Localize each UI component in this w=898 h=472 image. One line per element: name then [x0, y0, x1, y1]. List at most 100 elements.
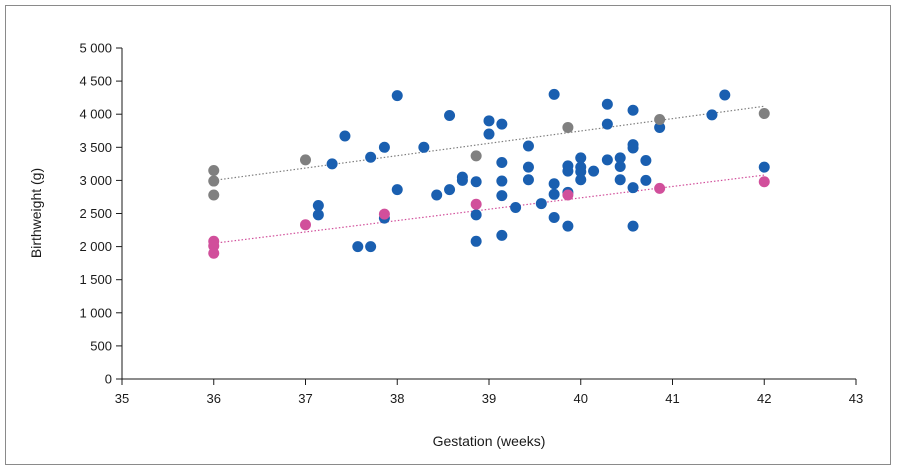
data-point — [208, 189, 220, 201]
data-point — [378, 208, 390, 220]
x-tick-label: 42 — [757, 391, 771, 406]
data-point — [470, 235, 482, 247]
data-point — [470, 176, 482, 188]
trendlines — [213, 105, 765, 244]
data-point — [378, 141, 390, 153]
data-point — [522, 161, 534, 173]
data-point — [640, 174, 652, 186]
data-point — [352, 241, 364, 253]
x-tick-label: 37 — [298, 391, 312, 406]
data-point — [562, 121, 574, 133]
data-point — [548, 211, 560, 223]
x-tick-label: 38 — [390, 391, 404, 406]
data-point — [575, 152, 587, 164]
y-tick-label: 5 000 — [79, 41, 112, 56]
y-tick-label: 3 000 — [79, 173, 112, 188]
data-point — [444, 184, 456, 196]
data-point — [522, 174, 534, 186]
data-point — [601, 154, 613, 166]
data-point — [758, 108, 770, 120]
axes: 35 36 37 38 39 40 41 42 43 0 500 1 000 1 500 2 000 2 5… — [79, 41, 863, 407]
data-point — [496, 118, 508, 130]
data-point — [496, 229, 508, 241]
y-axis-title: Birthweight (g) — [28, 168, 44, 258]
data-point — [575, 174, 587, 186]
x-axis-title: Gestation (weeks) — [433, 433, 546, 449]
data-point — [470, 150, 482, 162]
data-point — [548, 88, 560, 100]
data-point — [431, 189, 443, 201]
data-point — [418, 141, 430, 153]
data-point — [614, 152, 626, 164]
data-point — [640, 155, 652, 167]
data-point — [365, 151, 377, 163]
data-point — [548, 188, 560, 200]
data-point — [522, 140, 534, 152]
data-point — [719, 89, 731, 101]
data-point — [575, 166, 587, 178]
data-points — [208, 88, 770, 259]
data-point — [300, 219, 311, 231]
x-tick-label: 41 — [665, 391, 679, 406]
data-point — [483, 115, 495, 127]
x-tick-label: 40 — [574, 391, 588, 406]
x-tick-label: 35 — [115, 391, 129, 406]
chart-frame — [5, 5, 891, 465]
data-point — [483, 128, 495, 140]
y-tick-label: 2 500 — [79, 206, 112, 221]
data-point — [496, 190, 508, 202]
data-point — [614, 174, 626, 186]
data-point — [391, 90, 403, 102]
data-point — [470, 209, 482, 221]
data-point — [208, 175, 220, 187]
data-point — [758, 176, 770, 188]
data-point — [562, 165, 574, 177]
data-point — [496, 157, 508, 169]
data-point — [548, 178, 560, 190]
data-point — [588, 165, 600, 177]
data-point — [312, 200, 324, 212]
data-point — [627, 104, 639, 116]
data-point — [706, 109, 718, 121]
x-tick-label: 36 — [207, 391, 221, 406]
trendline — [213, 174, 765, 244]
data-point — [654, 121, 666, 133]
x-tick-label: 39 — [482, 391, 496, 406]
y-tick-label: 4 500 — [79, 74, 112, 89]
y-tick-label: 4 000 — [79, 107, 112, 122]
y-tick-label: 1 000 — [79, 305, 112, 320]
data-point — [627, 220, 639, 232]
data-point — [391, 184, 403, 196]
data-point — [562, 220, 574, 232]
data-point — [339, 130, 351, 142]
data-point — [627, 142, 639, 154]
data-point — [601, 118, 613, 130]
data-point — [208, 164, 220, 176]
data-point — [312, 209, 324, 221]
data-point — [365, 241, 377, 253]
y-tick-label: 0 — [105, 372, 112, 387]
data-point — [535, 198, 547, 210]
data-point — [326, 158, 338, 170]
data-point — [456, 174, 468, 186]
data-point — [614, 160, 626, 172]
data-point — [496, 175, 508, 187]
x-tick-label: 43 — [849, 391, 863, 406]
data-point — [654, 113, 666, 125]
y-tick-label: 2 000 — [79, 239, 112, 254]
data-point — [627, 182, 639, 194]
data-point — [562, 189, 574, 201]
data-point — [654, 182, 666, 194]
data-point — [470, 198, 482, 210]
data-point — [758, 161, 770, 173]
data-point — [208, 247, 220, 259]
data-point — [444, 110, 456, 122]
y-tick-label: 500 — [90, 338, 112, 353]
trendline — [213, 105, 765, 181]
data-point — [300, 154, 311, 166]
y-tick-label: 1 500 — [79, 272, 112, 287]
y-tick-label: 3 500 — [79, 140, 112, 155]
data-point — [510, 202, 522, 214]
data-point — [601, 98, 613, 110]
